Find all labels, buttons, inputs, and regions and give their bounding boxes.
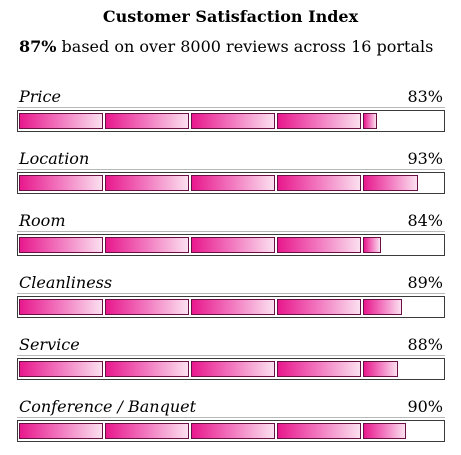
rating-room: Room 84%: [17, 211, 445, 257]
rating-bar: [17, 110, 445, 132]
page-title: Customer Satisfaction Index: [102, 7, 359, 26]
rating-bar-segment: [363, 299, 402, 315]
rating-bar-segment: [277, 299, 361, 315]
rating-bar-segment: [191, 113, 275, 129]
rating-bar-segment: [19, 237, 103, 253]
label-underline: [17, 231, 445, 232]
rating-bar-segment: [105, 175, 189, 191]
rating-bar-segment: [19, 299, 103, 315]
rating-bar: [17, 234, 445, 256]
summary-text: based on over 8000 reviews across 16 por…: [56, 37, 434, 56]
rating-bar-segment: [191, 175, 275, 191]
rating-bar-segment: [191, 361, 275, 377]
rating-bar-segment: [191, 423, 275, 439]
rating-cleanliness: Cleanliness 89%: [17, 273, 445, 319]
overall-score: 87%: [19, 37, 57, 56]
label-underline: [17, 355, 445, 356]
rating-bar: [17, 358, 445, 380]
rating-percent: 88%: [407, 335, 443, 354]
rating-bar-segment: [363, 423, 406, 439]
rating-percent: 90%: [407, 397, 443, 416]
summary-line: 87% based on over 8000 reviews across 16…: [19, 37, 433, 57]
rating-bar-segment: [277, 175, 361, 191]
rating-location: Location 93%: [17, 149, 445, 195]
rating-bar-segment: [19, 175, 103, 191]
rating-bar-segment: [105, 423, 189, 439]
label-underline: [17, 169, 445, 170]
rating-bar-segment: [19, 423, 103, 439]
label-underline: [17, 107, 445, 108]
rating-label: Price: [19, 87, 61, 106]
rating-bar: [17, 172, 445, 194]
rating-bar-segment: [363, 175, 418, 191]
rating-bar-segment: [363, 237, 381, 253]
rating-label: Service: [19, 335, 80, 354]
rating-bar-segment: [277, 237, 361, 253]
rating-bar-segment: [105, 299, 189, 315]
rating-percent: 84%: [407, 211, 443, 230]
label-underline: [17, 417, 445, 418]
rating-bar-segment: [363, 113, 377, 129]
rating-bar-segment: [191, 237, 275, 253]
rating-price: Price 83%: [17, 87, 445, 133]
label-underline: [17, 293, 445, 294]
rating-bar-segment: [277, 361, 361, 377]
rating-bar-segment: [19, 113, 103, 129]
rating-percent: 89%: [407, 273, 443, 292]
rating-bar-segment: [277, 113, 361, 129]
rating-label: Room: [19, 211, 66, 230]
rating-label: Location: [19, 149, 90, 168]
rating-percent: 83%: [407, 87, 443, 106]
rating-label: Conference / Banquet: [19, 397, 197, 416]
rating-bar-segment: [105, 113, 189, 129]
rating-bar-segment: [105, 237, 189, 253]
rating-bar: [17, 420, 445, 442]
rating-bar-segment: [19, 361, 103, 377]
rating-label: Cleanliness: [19, 273, 113, 292]
rating-bar-segment: [191, 299, 275, 315]
rating-bar: [17, 296, 445, 318]
rating-bar-segment: [363, 361, 398, 377]
rating-bar-segment: [277, 423, 361, 439]
rating-service: Service 88%: [17, 335, 445, 381]
rating-percent: 93%: [407, 149, 443, 168]
rating-conference-banquet: Conference / Banquet 90%: [17, 397, 445, 443]
rating-bar-segment: [105, 361, 189, 377]
